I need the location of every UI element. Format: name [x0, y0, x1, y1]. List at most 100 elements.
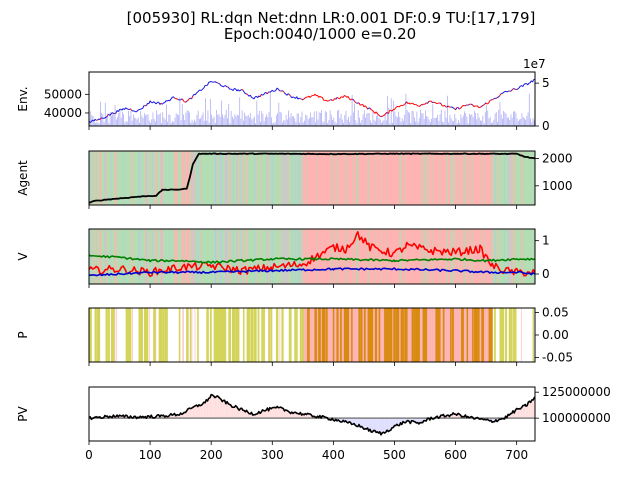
volume-bar [473, 110, 475, 126]
portfolio-value-panel: 100000000 125000000 0 100 200 300 400 500 600 700… [16, 385, 611, 462]
volume-bar [189, 112, 190, 126]
volume-bar [275, 115, 277, 126]
pv-gain-fill [202, 402, 204, 419]
action-band [516, 151, 522, 205]
action-band [217, 229, 219, 284]
policy-bar [435, 308, 438, 362]
policy-bar [466, 308, 469, 362]
action-band [450, 151, 453, 205]
close-price-segment [159, 102, 162, 105]
action-band [299, 229, 301, 284]
pv-gain-fill [200, 405, 202, 419]
policy-bar [158, 308, 161, 362]
pv-loss-fill [363, 418, 366, 430]
action-band [91, 229, 94, 284]
action-band [157, 229, 161, 284]
action-band [429, 308, 431, 362]
action-band [332, 229, 334, 284]
action-band [184, 151, 186, 205]
agent-y-axis-label: Agent [16, 160, 30, 196]
action-band [513, 229, 515, 284]
action-band [465, 229, 469, 284]
v-y-tick-label: 0 [542, 267, 550, 281]
volume-bar [141, 115, 143, 126]
action-band [131, 229, 133, 284]
action-band [280, 229, 283, 284]
volume-bar [339, 117, 341, 126]
action-band [386, 229, 400, 284]
volume-bar [428, 119, 430, 126]
volume-bar [389, 123, 391, 126]
pv-loss-fill [355, 418, 357, 427]
action-band [189, 229, 192, 284]
policy-bar [314, 308, 317, 362]
volume-bar [350, 115, 352, 126]
close-price-segment [489, 99, 492, 102]
close-price-segment [339, 96, 342, 100]
action-band [348, 308, 350, 362]
close-price-segment [422, 103, 425, 106]
action-band [492, 151, 496, 205]
policy-bar [384, 308, 386, 362]
close-price-segment [241, 88, 244, 91]
action-band [432, 229, 434, 284]
action-band [272, 151, 274, 205]
close-price-segment [298, 97, 301, 100]
pv-gain-fill [201, 404, 203, 419]
volume-bar [203, 120, 205, 126]
pv-gain-fill [273, 407, 275, 419]
volume-bar [156, 110, 158, 126]
close-price-segment [427, 101, 430, 104]
action-band [447, 229, 451, 284]
volume-bar [126, 121, 128, 126]
action-band [224, 151, 225, 205]
action-band [454, 308, 456, 362]
action-band [462, 151, 464, 205]
action-band [454, 308, 456, 362]
volume-bar [99, 101, 101, 126]
close-price-segment [191, 95, 194, 100]
action-band [149, 308, 151, 362]
volume-bar [266, 114, 267, 126]
volume-bar [484, 112, 486, 126]
action-band [521, 151, 523, 205]
volume-bar [475, 112, 476, 126]
action-band [458, 229, 459, 284]
policy-bar [270, 308, 273, 362]
action-band [227, 229, 228, 284]
action-band [335, 308, 337, 362]
volume-bar [258, 110, 260, 126]
volume-bar [217, 114, 219, 126]
volume-bar [381, 122, 382, 126]
volume-bar [222, 114, 223, 126]
close-price-segment [99, 117, 102, 120]
action-band [311, 308, 313, 362]
action-band [469, 308, 470, 362]
action-band [327, 308, 329, 362]
close-price-segment [240, 88, 243, 91]
volume-bar [186, 110, 188, 126]
action-band [419, 308, 421, 362]
action-band [440, 229, 447, 284]
policy-bar [164, 308, 167, 362]
volume-bar [227, 118, 228, 126]
action-band [491, 229, 492, 284]
close-price-segment [383, 114, 385, 117]
action-band [193, 151, 195, 205]
pv-gain-fill [278, 407, 280, 419]
action-band [496, 229, 500, 284]
action-band [295, 229, 297, 284]
action-band [470, 308, 472, 362]
action-band [217, 151, 219, 205]
action-band [343, 308, 344, 362]
volume-bar [216, 110, 217, 126]
action-band [162, 229, 164, 284]
action-band [236, 151, 238, 205]
close-price-segment [225, 85, 228, 88]
action-band [367, 229, 369, 284]
action-band [423, 229, 425, 284]
action-band [143, 151, 145, 205]
action-band [473, 308, 475, 362]
action-band [287, 229, 290, 284]
action-band [236, 151, 238, 205]
